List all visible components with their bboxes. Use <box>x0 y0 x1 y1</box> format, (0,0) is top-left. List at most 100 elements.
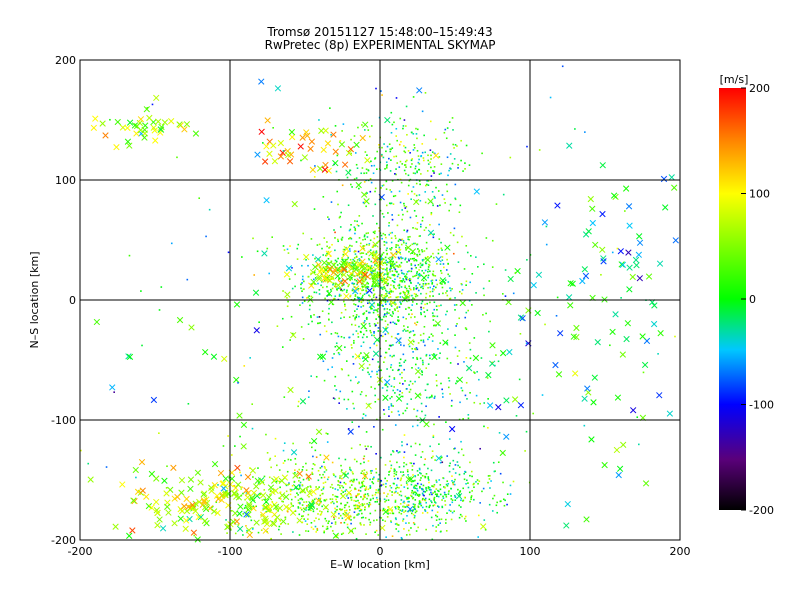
scatter-dot <box>429 290 432 293</box>
scatter-dot <box>347 257 350 259</box>
scatter-dot <box>376 236 379 238</box>
scatter-dot <box>411 382 414 385</box>
scatter-dot <box>436 495 438 497</box>
scatter-dot <box>436 493 439 496</box>
scatter-dot <box>319 494 322 497</box>
scatter-dot <box>426 309 429 312</box>
scatter-dot <box>382 315 385 318</box>
scatter-dot <box>377 304 379 307</box>
scatter-dot <box>348 316 351 318</box>
scatter-dot <box>375 318 377 320</box>
scatter-dot <box>319 467 322 469</box>
scatter-dot <box>287 458 290 461</box>
scatter-dot <box>411 367 413 369</box>
scatter-dot <box>385 165 388 167</box>
scatter-dot <box>495 354 497 356</box>
scatter-dot <box>396 305 399 308</box>
scatter-dot <box>349 294 352 297</box>
scatter-dot <box>430 158 432 160</box>
scatter-dot <box>400 269 403 272</box>
scatter-dot <box>418 269 420 271</box>
scatter-dot <box>370 331 372 334</box>
scatter-dot <box>412 96 415 98</box>
scatter-dot <box>310 272 312 275</box>
scatter-dot <box>427 163 430 165</box>
scatter-dot <box>415 133 418 135</box>
scatter-dot <box>416 149 419 152</box>
y-tick-label: 200 <box>55 54 76 67</box>
scatter-dot <box>390 159 392 161</box>
scatter-dot <box>438 293 441 295</box>
scatter-dot <box>382 507 385 510</box>
scatter-dot <box>354 227 357 230</box>
scatter-dot <box>421 498 424 500</box>
scatter-dot <box>438 305 440 307</box>
scatter-dot <box>404 146 407 149</box>
scatter-dot <box>297 502 300 504</box>
scatter-dot <box>417 506 420 508</box>
scatter-dot <box>343 481 346 484</box>
scatter-dot <box>409 235 411 238</box>
scatter-dot <box>334 285 337 288</box>
scatter-dot <box>371 285 373 288</box>
scatter-dot <box>353 303 355 305</box>
scatter-cross <box>517 314 525 321</box>
scatter-dot <box>380 480 383 482</box>
scatter-dot <box>322 254 325 256</box>
scatter-dot <box>412 297 414 299</box>
scatter-dot <box>298 476 301 479</box>
scatter-dot <box>417 277 419 280</box>
scatter-dot <box>412 496 415 499</box>
scatter-dot <box>361 482 364 485</box>
scatter-dot <box>459 513 462 516</box>
scatter-dot <box>405 482 408 484</box>
scatter-dot <box>380 279 383 282</box>
scatter-dot <box>315 517 317 520</box>
scatter-cross <box>409 248 417 255</box>
scatter-dot <box>348 237 350 240</box>
scatter-dot <box>301 504 304 506</box>
scatter-dot <box>318 497 320 500</box>
scatter-dot <box>325 498 328 501</box>
scatter-dot <box>437 489 439 492</box>
scatter-dot <box>435 286 437 289</box>
scatter-dot <box>480 357 483 359</box>
scatter-dot <box>432 524 434 527</box>
scatter-cross <box>261 504 268 511</box>
scatter-dot <box>401 163 404 165</box>
scatter-dot <box>410 309 413 311</box>
scatter-dot <box>466 398 468 400</box>
scatter-dot <box>398 284 401 287</box>
scatter-dot <box>274 455 276 458</box>
scatter-dot <box>350 479 353 482</box>
scatter-cross <box>322 503 330 511</box>
scatter-dot <box>368 299 371 302</box>
scatter-dot <box>359 393 362 396</box>
scatter-dot <box>404 495 407 498</box>
scatter-dot <box>372 244 375 247</box>
scatter-cross <box>584 385 591 392</box>
scatter-dot <box>323 471 326 473</box>
scatter-dot <box>468 299 471 302</box>
scatter-dot <box>354 278 356 281</box>
scatter-dot <box>391 256 394 259</box>
scatter-cross <box>341 278 349 285</box>
scatter-dot <box>425 262 428 265</box>
scatter-cross <box>288 128 296 136</box>
scatter-dot <box>403 434 406 436</box>
scatter-dot <box>399 503 402 505</box>
scatter-dot <box>413 292 416 295</box>
scatter-dot <box>401 509 404 511</box>
scatter-dot <box>355 163 358 166</box>
scatter-dot <box>289 488 292 491</box>
scatter-dot <box>281 346 284 348</box>
scatter-dot <box>428 396 431 399</box>
scatter-cross <box>579 277 586 285</box>
scatter-cross <box>345 149 353 157</box>
scatter-dot <box>359 292 362 295</box>
scatter-dot <box>375 519 378 521</box>
scatter-dot <box>408 336 411 339</box>
scatter-cross <box>154 509 161 517</box>
scatter-cross <box>261 250 268 257</box>
scatter-dot <box>325 520 328 522</box>
